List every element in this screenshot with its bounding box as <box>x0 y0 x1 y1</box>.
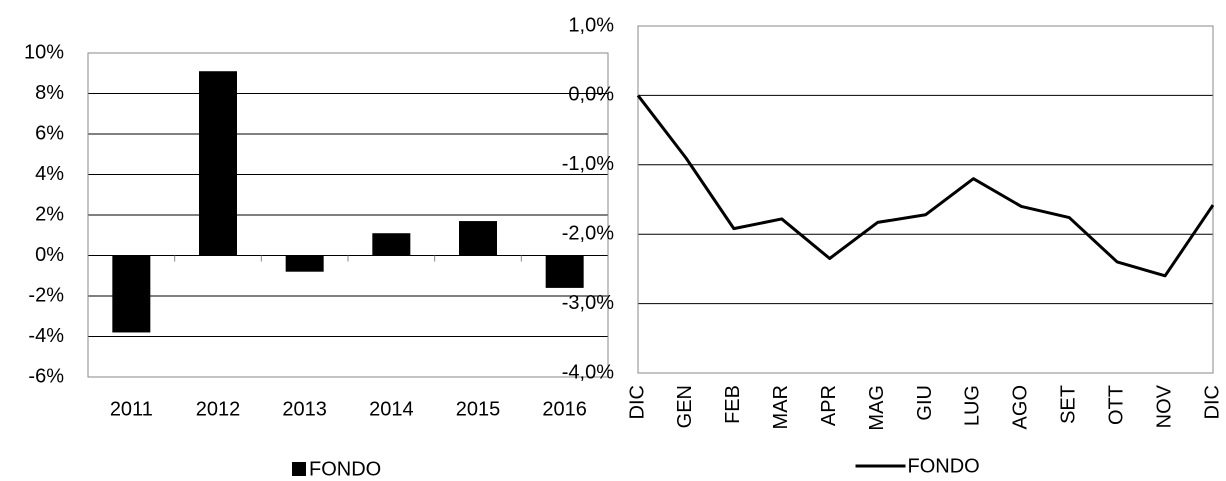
bar <box>112 255 151 333</box>
legend-swatch <box>292 462 306 476</box>
x-tick-label: MAR <box>770 385 792 429</box>
x-tick-label: MAG <box>866 385 888 431</box>
y-tick-label: 1,0% <box>568 14 614 36</box>
y-tick-label: 2% <box>35 203 64 225</box>
y-tick-label: -4,0% <box>562 361 614 383</box>
x-tick-label: GEN <box>674 385 696 428</box>
x-tick-label: 2011 <box>110 398 153 420</box>
x-tick-label: GIU <box>914 385 936 421</box>
y-tick-label: 0,0% <box>568 84 614 106</box>
bar <box>372 233 411 256</box>
x-tick-label: 2014 <box>369 398 414 420</box>
bar <box>459 221 497 256</box>
x-tick-label: DIC <box>1201 385 1223 419</box>
y-tick-label: -2,0% <box>562 222 614 244</box>
line <box>636 94 1215 278</box>
legend-label: FONDO <box>309 458 381 480</box>
plot-frame <box>87 52 609 378</box>
x-tick-label: AGO <box>1010 385 1032 429</box>
bar <box>545 255 584 288</box>
y-tick-label: 8% <box>35 82 64 104</box>
x-tick-label: OTT <box>1105 385 1127 425</box>
y-tick-label: 0% <box>35 244 64 266</box>
y-tick-label: 10% <box>24 41 64 63</box>
x-tick-label: 2016 <box>542 398 587 420</box>
bar <box>285 255 324 272</box>
plot-frame <box>637 25 1214 374</box>
x-tick-label: NOV <box>1153 384 1175 428</box>
y-tick-label: 4% <box>35 163 64 185</box>
y-tick-label: -1,0% <box>562 153 614 175</box>
y-tick-label: -4% <box>28 325 64 347</box>
legend-label: FONDO <box>908 455 980 477</box>
x-tick-label: SET <box>1058 385 1080 424</box>
y-tick-label: 6% <box>35 122 64 144</box>
y-tick-label: -2% <box>28 284 64 306</box>
x-tick-label: FEB <box>722 385 744 424</box>
x-tick-label: DIC <box>626 385 648 419</box>
x-tick-label: 2015 <box>456 398 501 420</box>
x-tick-label: 2013 <box>282 398 327 420</box>
bar <box>199 71 237 256</box>
x-tick-label: APR <box>818 385 840 426</box>
y-tick-label: -6% <box>28 365 64 387</box>
x-tick-label: LUG <box>962 385 984 426</box>
y-tick-label: -3,0% <box>562 292 614 314</box>
x-tick-label: 2012 <box>196 398 241 420</box>
